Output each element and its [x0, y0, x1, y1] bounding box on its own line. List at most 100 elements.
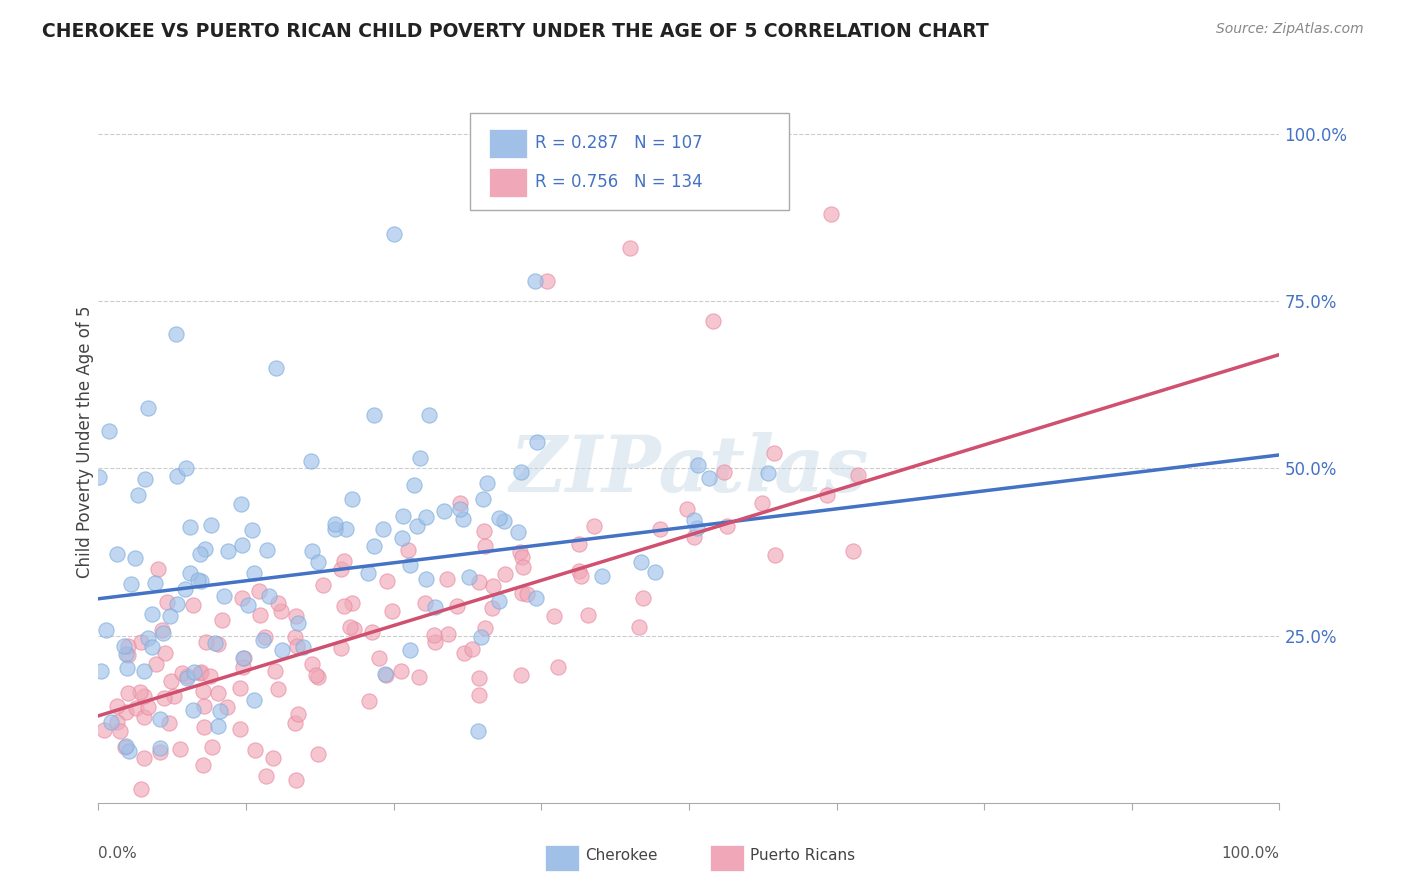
Point: [357, 566, 380, 580]
Point: [307, 747, 329, 761]
Point: [129, 782, 152, 797]
Point: [136, 631, 159, 645]
Point: [631, 591, 654, 605]
Text: R = 0.287   N = 107: R = 0.287 N = 107: [536, 135, 703, 153]
Point: [408, 670, 430, 684]
Point: [848, 468, 870, 483]
Point: [423, 599, 446, 614]
Point: [543, 608, 565, 623]
Point: [413, 595, 436, 609]
Point: [166, 469, 188, 483]
Point: [619, 241, 641, 255]
Point: [461, 642, 484, 657]
Point: [312, 577, 335, 591]
Point: [118, 744, 141, 758]
Point: [176, 671, 198, 685]
Point: [209, 704, 232, 718]
Point: [190, 574, 212, 588]
Point: [329, 640, 352, 655]
Point: [134, 710, 156, 724]
Point: [132, 665, 155, 679]
Point: [232, 659, 254, 673]
Point: [468, 688, 491, 702]
Point: [467, 724, 489, 739]
Point: [200, 518, 222, 533]
Point: [115, 705, 138, 719]
Point: [163, 689, 186, 703]
Point: [149, 740, 172, 755]
Point: [214, 589, 236, 603]
Point: [494, 514, 516, 528]
Point: [299, 454, 322, 468]
Point: [285, 773, 308, 788]
Point: [165, 327, 187, 342]
Point: [89, 470, 111, 484]
Point: [820, 207, 842, 221]
Y-axis label: Child Poverty Under the Age of 5: Child Poverty Under the Age of 5: [76, 305, 94, 578]
Point: [458, 569, 481, 583]
Point: [333, 599, 356, 613]
Point: [176, 461, 198, 475]
Text: Puerto Ricans: Puerto Ricans: [751, 848, 855, 863]
Point: [117, 640, 139, 654]
Point: [688, 458, 710, 472]
Point: [232, 651, 254, 665]
Point: [402, 477, 425, 491]
Point: [343, 622, 366, 636]
Point: [360, 625, 382, 640]
Point: [204, 636, 226, 650]
Point: [201, 740, 224, 755]
Point: [247, 583, 270, 598]
Point: [323, 522, 346, 536]
Point: [176, 669, 198, 683]
Point: [243, 566, 266, 581]
Point: [702, 314, 724, 328]
Point: [763, 548, 786, 562]
Point: [284, 631, 307, 645]
Point: [482, 579, 505, 593]
Point: [451, 512, 474, 526]
Point: [183, 665, 205, 680]
Point: [179, 520, 201, 534]
Point: [114, 739, 136, 754]
Point: [207, 718, 229, 732]
Point: [536, 274, 558, 288]
Point: [125, 700, 148, 714]
Point: [494, 566, 516, 581]
Point: [488, 511, 510, 525]
Point: [90, 664, 112, 678]
Point: [115, 661, 138, 675]
Point: [415, 509, 437, 524]
Point: [236, 598, 259, 612]
Point: [398, 558, 420, 573]
Point: [157, 715, 180, 730]
Point: [284, 609, 307, 624]
Point: [98, 424, 121, 438]
Point: [763, 446, 786, 460]
Point: [335, 522, 357, 536]
Point: [516, 587, 538, 601]
Point: [179, 566, 201, 580]
Point: [172, 666, 194, 681]
Point: [136, 401, 159, 415]
Point: [267, 682, 290, 697]
Point: [405, 518, 427, 533]
FancyBboxPatch shape: [489, 128, 527, 158]
Text: CHEROKEE VS PUERTO RICAN CHILD POVERTY UNDER THE AGE OF 5 CORRELATION CHART: CHEROKEE VS PUERTO RICAN CHILD POVERTY U…: [42, 22, 988, 41]
FancyBboxPatch shape: [489, 168, 527, 197]
Point: [510, 465, 533, 479]
Point: [229, 497, 252, 511]
Text: Cherokee: Cherokee: [585, 848, 658, 863]
Point: [339, 620, 361, 634]
Point: [231, 591, 253, 606]
Point: [474, 621, 496, 635]
Point: [153, 647, 176, 661]
Point: [181, 703, 204, 717]
Point: [115, 739, 138, 753]
Point: [436, 627, 458, 641]
Point: [257, 589, 280, 603]
Point: [242, 693, 264, 707]
Point: [436, 572, 458, 586]
Point: [509, 667, 531, 681]
Point: [683, 513, 706, 527]
